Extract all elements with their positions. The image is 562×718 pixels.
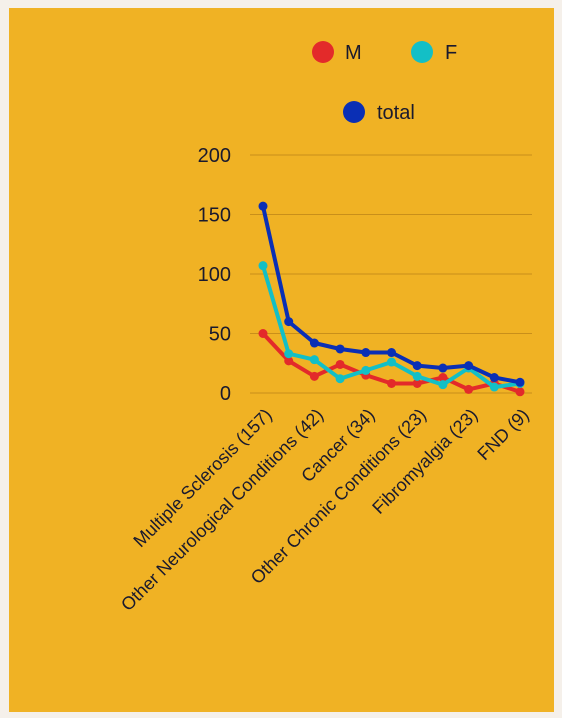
data-point-f [387, 357, 396, 367]
data-point-m [515, 387, 525, 397]
legend-swatch [312, 41, 334, 63]
legend-label: total [377, 102, 415, 124]
legend-item-total[interactable]: total [343, 101, 415, 124]
data-point-total [309, 338, 319, 348]
data-point-f [489, 382, 499, 392]
x-tick-label: FND (9) [473, 405, 532, 464]
data-point-total [515, 377, 525, 387]
data-point-f [335, 374, 345, 384]
data-point-m [412, 378, 422, 388]
legend-swatch [343, 101, 365, 123]
data-point-total [284, 317, 294, 327]
data-point-m [438, 373, 448, 383]
series-layer [258, 201, 525, 397]
data-point-m [335, 359, 345, 369]
legend-label: F [445, 42, 457, 64]
series-total [258, 201, 525, 387]
x-axis-ticks: Multiple Sclerosis (157)Other Neurologic… [117, 405, 533, 615]
y-tick-label: 0 [220, 383, 231, 405]
series-m [258, 329, 525, 397]
y-tick-label: 200 [198, 145, 231, 167]
y-tick-label: 100 [198, 264, 231, 286]
gridlines [250, 154, 532, 394]
data-point-m [387, 378, 396, 388]
data-point-f [309, 355, 319, 365]
data-point-m [309, 371, 319, 381]
data-point-total [412, 361, 422, 371]
y-tick-label: 150 [198, 205, 231, 227]
data-point-f [284, 349, 294, 359]
data-point-total [464, 361, 474, 371]
data-point-total [361, 348, 371, 358]
data-point-total [335, 344, 345, 354]
data-point-m [464, 384, 474, 394]
data-point-f [258, 261, 268, 271]
x-tick-label: Other Neurological Conditions (42) [117, 405, 327, 615]
data-point-m [258, 329, 268, 338]
data-point-f [438, 380, 448, 390]
legend-swatch [411, 41, 433, 63]
data-point-total [438, 363, 448, 373]
data-point-f [412, 371, 422, 381]
data-point-total [489, 373, 499, 383]
data-point-f [361, 365, 371, 375]
legend-label: M [345, 42, 362, 64]
series-f [258, 261, 525, 392]
data-point-total [387, 348, 396, 358]
data-point-total [258, 201, 268, 211]
y-axis-ticks: 0 50 100 150 200 [198, 145, 231, 405]
data-point-m [284, 356, 294, 366]
legend-item-m[interactable]: M [312, 41, 362, 64]
y-tick-label: 50 [209, 324, 231, 346]
legend-item-f[interactable]: F [411, 41, 457, 64]
